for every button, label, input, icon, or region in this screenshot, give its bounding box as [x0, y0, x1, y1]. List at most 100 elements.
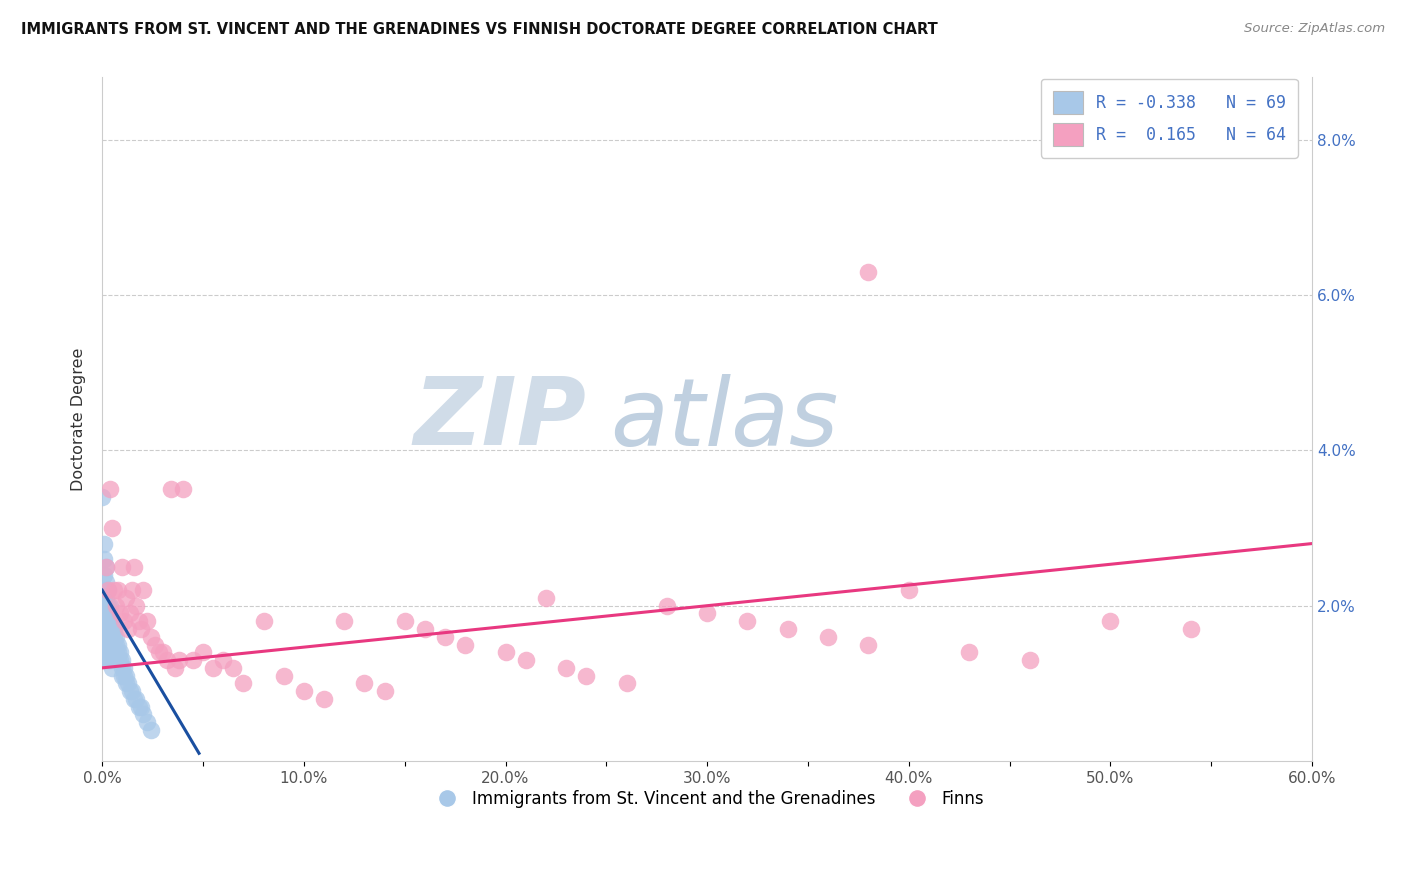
- Point: [120, 607, 142, 621]
- Point: [128, 614, 150, 628]
- Point: [93, 583, 115, 598]
- Point: [98, 614, 121, 628]
- Point: [97, 583, 120, 598]
- Point: [101, 638, 124, 652]
- Point: [957, 645, 980, 659]
- Point: [93, 536, 115, 550]
- Point: [91, 490, 114, 504]
- Point: [93, 599, 115, 613]
- Y-axis label: Doctorate Degree: Doctorate Degree: [72, 348, 86, 491]
- Legend: Immigrants from St. Vincent and the Grenadines, Finns: Immigrants from St. Vincent and the Gren…: [423, 783, 991, 814]
- Point: [135, 614, 157, 628]
- Point: [776, 622, 799, 636]
- Point: [101, 661, 124, 675]
- Point: [96, 559, 118, 574]
- Point: [143, 638, 166, 652]
- Point: [105, 599, 128, 613]
- Point: [125, 692, 148, 706]
- Text: Source: ZipAtlas.com: Source: ZipAtlas.com: [1244, 22, 1385, 36]
- Point: [125, 599, 148, 613]
- Point: [897, 583, 920, 598]
- Point: [1099, 614, 1122, 628]
- Point: [131, 707, 153, 722]
- Point: [107, 645, 129, 659]
- Point: [96, 591, 118, 605]
- Point: [394, 614, 416, 628]
- Point: [110, 645, 132, 659]
- Point: [96, 645, 118, 659]
- Point: [101, 614, 124, 628]
- Point: [128, 699, 150, 714]
- Point: [858, 638, 880, 652]
- Point: [111, 661, 134, 675]
- Point: [101, 630, 124, 644]
- Point: [98, 482, 121, 496]
- Point: [96, 622, 118, 636]
- Point: [93, 552, 115, 566]
- Point: [97, 638, 120, 652]
- Point: [616, 676, 638, 690]
- Point: [534, 591, 557, 605]
- Point: [139, 723, 162, 737]
- Point: [124, 559, 146, 574]
- Point: [139, 630, 162, 644]
- Point: [172, 482, 194, 496]
- Point: [97, 653, 120, 667]
- Point: [110, 607, 132, 621]
- Point: [97, 599, 120, 613]
- Point: [112, 668, 135, 682]
- Point: [222, 661, 245, 675]
- Text: ZIP: ZIP: [413, 373, 586, 466]
- Point: [167, 653, 190, 667]
- Point: [117, 676, 139, 690]
- Point: [292, 684, 315, 698]
- Point: [333, 614, 356, 628]
- Text: atlas: atlas: [610, 374, 838, 465]
- Point: [124, 692, 146, 706]
- Point: [655, 599, 678, 613]
- Point: [858, 265, 880, 279]
- Point: [163, 661, 186, 675]
- Point: [737, 614, 759, 628]
- Point: [555, 661, 578, 675]
- Point: [101, 521, 124, 535]
- Point: [105, 630, 128, 644]
- Point: [454, 638, 477, 652]
- Point: [111, 668, 134, 682]
- Point: [97, 614, 120, 628]
- Point: [129, 622, 152, 636]
- Point: [413, 622, 436, 636]
- Point: [121, 684, 143, 698]
- Point: [101, 622, 124, 636]
- Point: [103, 630, 125, 644]
- Point: [98, 638, 121, 652]
- Point: [97, 630, 120, 644]
- Point: [110, 653, 132, 667]
- Point: [434, 630, 457, 644]
- Point: [121, 583, 143, 598]
- Point: [191, 645, 214, 659]
- Point: [148, 645, 170, 659]
- Point: [117, 622, 139, 636]
- Text: IMMIGRANTS FROM ST. VINCENT AND THE GRENADINES VS FINNISH DOCTORATE DEGREE CORRE: IMMIGRANTS FROM ST. VINCENT AND THE GREN…: [21, 22, 938, 37]
- Point: [696, 607, 718, 621]
- Point: [159, 482, 181, 496]
- Point: [98, 653, 121, 667]
- Point: [96, 575, 118, 590]
- Point: [98, 630, 121, 644]
- Point: [93, 622, 115, 636]
- Point: [93, 638, 115, 652]
- Point: [96, 614, 118, 628]
- Point: [97, 638, 120, 652]
- Point: [115, 668, 138, 682]
- Point: [97, 622, 120, 636]
- Point: [252, 614, 274, 628]
- Point: [98, 599, 121, 613]
- Point: [103, 583, 125, 598]
- Point: [93, 653, 115, 667]
- Point: [105, 638, 128, 652]
- Point: [103, 622, 125, 636]
- Point: [353, 676, 375, 690]
- Point: [575, 668, 598, 682]
- Point: [212, 653, 235, 667]
